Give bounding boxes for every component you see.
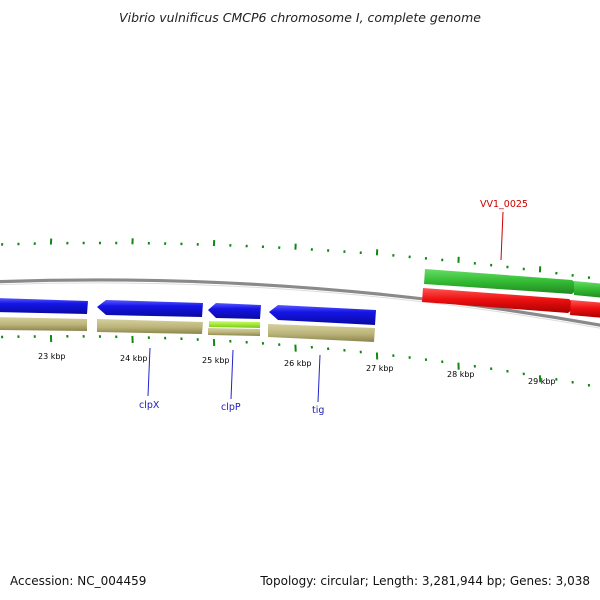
backbone-outer	[0, 278, 600, 327]
gene-label-clpX[interactable]: clpX	[139, 400, 160, 411]
outer-tick-marks	[1, 238, 591, 280]
scale-label-24: 24 kbp	[120, 354, 148, 363]
gene-label-VV1_0025[interactable]: VV1_0025	[480, 199, 528, 210]
gene-blue-1[interactable]	[0, 298, 88, 314]
leader-VV1_0025	[500, 211, 504, 261]
gene-tig[interactable]	[269, 305, 376, 325]
gene-lime-clpP	[209, 321, 260, 328]
scale-label-29: 29 kbp	[528, 377, 556, 386]
leader-clpX	[147, 347, 151, 397]
gene-clpX[interactable]	[97, 300, 203, 317]
inner-tick-marks	[1, 334, 591, 387]
gene-red-2[interactable]	[570, 300, 600, 318]
scale-label-26: 26 kbp	[284, 359, 312, 368]
gene-khaki-1	[0, 317, 87, 331]
gene-VV1_0025[interactable]	[424, 269, 580, 294]
gene-khaki-clpX	[97, 319, 203, 334]
accession-label: Accession: NC_004459	[10, 574, 147, 588]
page-title: Vibrio vulnificus CMCP6 chromosome I, co…	[119, 10, 481, 25]
leader-tig	[317, 354, 321, 403]
gene-label-clpP[interactable]: clpP	[221, 402, 241, 413]
gene-green-2[interactable]	[574, 281, 600, 298]
scale-label-27: 27 kbp	[366, 364, 394, 373]
scale-label-23: 23 kbp	[38, 352, 66, 361]
gene-label-tig[interactable]: tig	[312, 405, 324, 416]
gene-khaki-clpP	[208, 328, 260, 336]
leader-clpP	[230, 349, 234, 400]
scale-label-25: 25 kbp	[202, 356, 230, 365]
gene-clpP[interactable]	[208, 303, 261, 319]
gene-khaki-tig	[268, 324, 375, 342]
topology-label: Topology: circular; Length: 3,281,944 bp…	[260, 574, 590, 588]
backbone-inner	[0, 282, 600, 329]
scale-label-28: 28 kbp	[447, 370, 475, 379]
gene-red-1[interactable]	[422, 288, 577, 313]
